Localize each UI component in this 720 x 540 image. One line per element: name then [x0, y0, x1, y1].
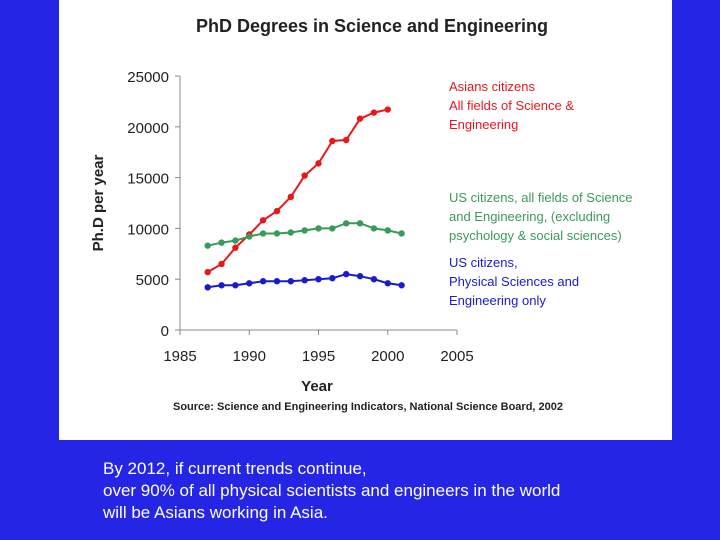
data-point: [343, 220, 350, 227]
legend-label-line: All fields of Science &: [449, 98, 574, 113]
x-tick-label: 2005: [440, 348, 473, 365]
x-tick-label: 1990: [233, 348, 266, 365]
y-tick-label: 10000: [127, 221, 169, 238]
series-asian-citizens: [204, 106, 391, 276]
data-point: [356, 115, 364, 122]
data-point: [384, 280, 391, 287]
data-point: [273, 207, 281, 215]
data-point: [259, 230, 267, 237]
data-point: [329, 274, 336, 282]
data-point: [259, 217, 267, 224]
data-point: [343, 270, 350, 278]
data-point: [370, 276, 378, 283]
x-tick-label: 1985: [163, 348, 196, 365]
data-point: [232, 282, 239, 289]
series-us-physical: [204, 270, 405, 291]
data-point: [329, 137, 336, 145]
data-point: [204, 242, 211, 249]
data-point: [204, 268, 211, 276]
y-tick-label: 0: [161, 323, 169, 340]
data-point: [343, 136, 350, 144]
legend-label-line: US citizens, all fields of Science: [449, 190, 633, 205]
data-point: [273, 278, 281, 285]
data-point: [246, 233, 253, 240]
legend-label-line: Engineering: [449, 117, 518, 132]
source-note: Source: Science and Engineering Indicato…: [173, 401, 563, 413]
legend-label-line: Engineering only: [449, 293, 546, 308]
data-point: [301, 172, 308, 179]
data-point: [398, 230, 405, 237]
data-point: [315, 276, 322, 283]
data-point: [356, 272, 364, 280]
caption-line-3: will be Asians working in Asia.: [103, 503, 328, 522]
legend-label-line: Asians citizens: [449, 79, 535, 94]
data-point: [287, 278, 294, 285]
data-point: [287, 229, 294, 236]
legend: Asians citizens All fields of Science & En…: [449, 79, 633, 308]
y-tick-label: 5000: [136, 272, 169, 289]
caption-line-2: over 90% of all physical scientists and …: [103, 481, 561, 500]
data-point: [398, 282, 405, 289]
data-point: [370, 225, 378, 232]
line-chart: PhD Degrees in Science and Engineering Y…: [90, 16, 633, 413]
data-point: [246, 280, 253, 287]
data-point: [218, 260, 225, 268]
x-tick-label: 1995: [302, 348, 335, 365]
caption-line-1: By 2012, if current trends continue,: [103, 459, 367, 478]
data-point: [218, 239, 225, 246]
legend-label-line: US citizens,: [449, 255, 518, 270]
data-point: [273, 230, 281, 237]
data-point: [301, 277, 308, 284]
y-tick-label: 15000: [127, 171, 169, 188]
data-point: [232, 244, 239, 251]
y-tick-label: 25000: [127, 69, 169, 86]
x-axis-title: Year: [301, 378, 333, 395]
data-point: [370, 109, 378, 116]
data-point: [301, 227, 308, 234]
series-us-all-fields: [204, 220, 405, 249]
y-tick-label: 20000: [127, 120, 169, 137]
data-point: [218, 282, 225, 289]
legend-label-line: Physical Sciences and: [449, 274, 579, 289]
chart-panel: PhD Degrees in Science and Engineering Y…: [59, 0, 672, 440]
chart-title: PhD Degrees in Science and Engineering: [196, 16, 548, 36]
data-point: [356, 220, 364, 227]
axes: 0 5000 10000 15000 20000 25000 1985 1990 1995 200…: [127, 69, 473, 365]
legend-label-line: and Engineering, (excluding: [449, 209, 610, 224]
legend-label-line: psychology & social sciences): [449, 228, 622, 243]
y-axis-title: Ph.D per year: [90, 154, 107, 251]
data-point: [232, 237, 239, 244]
x-tick-label: 2000: [371, 348, 404, 365]
data-point: [384, 227, 391, 234]
data-point: [329, 225, 336, 232]
data-point: [204, 284, 211, 291]
data-point: [287, 193, 294, 201]
data-point: [315, 225, 322, 232]
data-point: [315, 160, 322, 167]
caption: By 2012, if current trends continue, ove…: [103, 458, 703, 524]
series-layer: [204, 106, 405, 291]
data-point: [259, 278, 267, 285]
data-point: [384, 106, 391, 113]
